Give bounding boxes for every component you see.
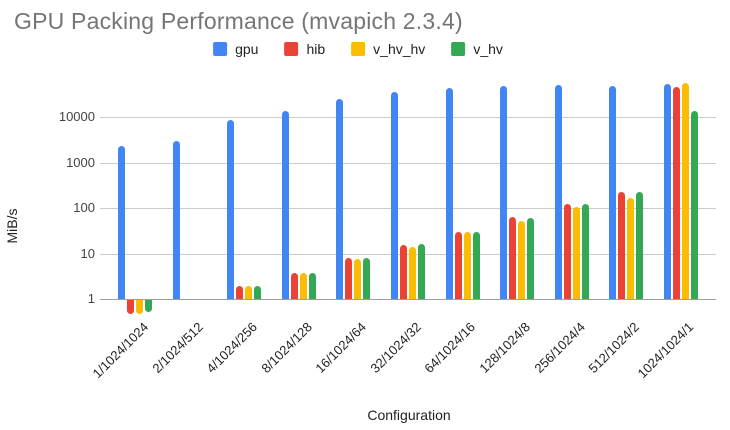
legend-item-gpu: gpu — [213, 41, 258, 57]
bar-gpu — [336, 98, 344, 299]
legend-swatch-icon — [213, 42, 228, 56]
bar-gpu — [391, 91, 398, 299]
legend-label: gpu — [235, 41, 259, 57]
gridline-100 — [100, 208, 716, 209]
bar-gpu — [663, 84, 671, 299]
y-tick-label: 1000 — [66, 154, 95, 170]
bar-v_hv — [472, 231, 480, 299]
gridline-1 — [100, 299, 716, 300]
bar-hib — [400, 244, 407, 299]
bar-v_hv — [308, 272, 316, 299]
x-tick-label: 64/1024/16 — [421, 319, 479, 376]
x-tick-label: 1024/1024/1 — [634, 319, 697, 382]
bar-v_hv — [636, 192, 644, 299]
bar-gpu — [554, 85, 562, 299]
x-tick-label: 8/1024/128 — [258, 319, 315, 376]
bar-v_hv_hv — [572, 207, 580, 299]
bar-v_hv — [254, 286, 262, 299]
x-tick-label: 4/1024/256 — [203, 319, 261, 376]
legend-label: hib — [306, 41, 326, 57]
bar-v_hv — [690, 111, 698, 299]
bar-gpu — [281, 111, 289, 299]
x-tick-label: 128/1024/8 — [476, 319, 533, 376]
bar-v_hv — [581, 204, 589, 299]
bar-hib — [454, 231, 462, 299]
x-tick-label: 256/1024/4 — [530, 319, 588, 376]
bar-gpu — [227, 120, 235, 299]
bar-v_hv_hv — [299, 273, 307, 299]
gridline-10 — [100, 253, 716, 255]
bar-gpu — [609, 86, 617, 299]
bar-hib — [127, 300, 135, 314]
bar-v_hv_hv — [463, 232, 471, 299]
legend: gpu hib v_hv_hv v_hv — [213, 41, 503, 57]
bar-v_hv — [527, 218, 535, 299]
bar-v_hv — [363, 257, 371, 299]
bar-gpu — [445, 88, 453, 299]
bar-hib — [618, 191, 626, 299]
bar-v_hv_hv — [409, 246, 416, 299]
bar-hib — [672, 86, 680, 299]
y-tick-label: 100 — [73, 200, 95, 215]
bar-gpu — [172, 141, 180, 299]
bar-v_hv — [418, 244, 425, 299]
legend-item-hib: hib — [284, 41, 325, 57]
bar-hib — [236, 286, 244, 299]
legend-label: v_hv — [473, 41, 503, 57]
legend-label: v_hv_hv — [373, 41, 426, 57]
bar-gpu — [500, 86, 508, 299]
bar-v_hv_hv — [245, 286, 253, 299]
y-tick-label: 10 — [80, 245, 95, 261]
gridline-10000 — [100, 117, 716, 118]
legend-item-v_hv_hv: v_hv_hv — [351, 41, 425, 57]
legend-item-v_hv: v_hv — [451, 41, 503, 57]
bar-v_hv — [145, 300, 153, 312]
x-tick-label: 512/1024/2 — [585, 319, 643, 376]
bar-v_hv_hv — [518, 220, 526, 299]
chart-title: GPU Packing Performance (mvapich 2.3.4) — [14, 8, 463, 34]
bar-gpu — [118, 146, 126, 299]
x-tick-label: 2/1024/512 — [149, 319, 206, 376]
bar-v_hv_hv — [354, 258, 362, 299]
bar-hib — [563, 204, 571, 299]
bar-v_hv_hv — [136, 300, 144, 314]
bar-hib — [509, 217, 517, 299]
y-tick-label: 1 — [87, 291, 95, 306]
legend-swatch-icon — [451, 42, 466, 56]
x-tick-label: 32/1024/32 — [367, 319, 424, 376]
bar-hib — [290, 272, 298, 299]
legend-swatch-icon — [284, 42, 299, 56]
x-tick-label: 16/1024/64 — [312, 319, 370, 376]
bar-hib — [345, 258, 353, 299]
x-axis-title: Configuration — [367, 407, 451, 423]
bar-v_hv_hv — [681, 83, 689, 299]
x-tick-label: 1/1024/1024 — [89, 319, 152, 382]
bar-v_hv_hv — [627, 197, 635, 299]
y-tick-label: 10000 — [58, 109, 95, 124]
gridline-1000 — [100, 162, 716, 164]
legend-swatch-icon — [351, 42, 366, 56]
